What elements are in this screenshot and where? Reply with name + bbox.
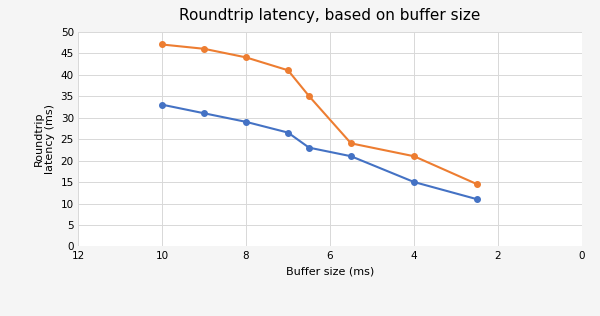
Line: WASAPI: WASAPI — [159, 102, 480, 202]
WASAPI — [242, 120, 250, 124]
WASAPI — [158, 103, 166, 106]
WASAPI — [473, 197, 481, 201]
WASAPI — [305, 146, 313, 149]
WASAPI — [284, 131, 292, 135]
AudioGraph — [410, 154, 418, 158]
WASAPI — [200, 111, 208, 115]
WASAPI — [347, 154, 355, 158]
AudioGraph — [242, 56, 250, 59]
Line: AudioGraph: AudioGraph — [159, 42, 480, 187]
AudioGraph — [473, 182, 481, 186]
AudioGraph — [284, 68, 292, 72]
Title: Roundtrip latency, based on buffer size: Roundtrip latency, based on buffer size — [179, 9, 481, 23]
WASAPI — [410, 180, 418, 184]
AudioGraph — [158, 43, 166, 46]
AudioGraph — [305, 94, 313, 98]
Legend: WASAPI, AudioGraph: WASAPI, AudioGraph — [232, 312, 428, 316]
AudioGraph — [200, 47, 208, 51]
Y-axis label: Roundtrip
latency (ms): Roundtrip latency (ms) — [34, 104, 55, 174]
X-axis label: Buffer size (ms): Buffer size (ms) — [286, 266, 374, 276]
AudioGraph — [347, 142, 355, 145]
